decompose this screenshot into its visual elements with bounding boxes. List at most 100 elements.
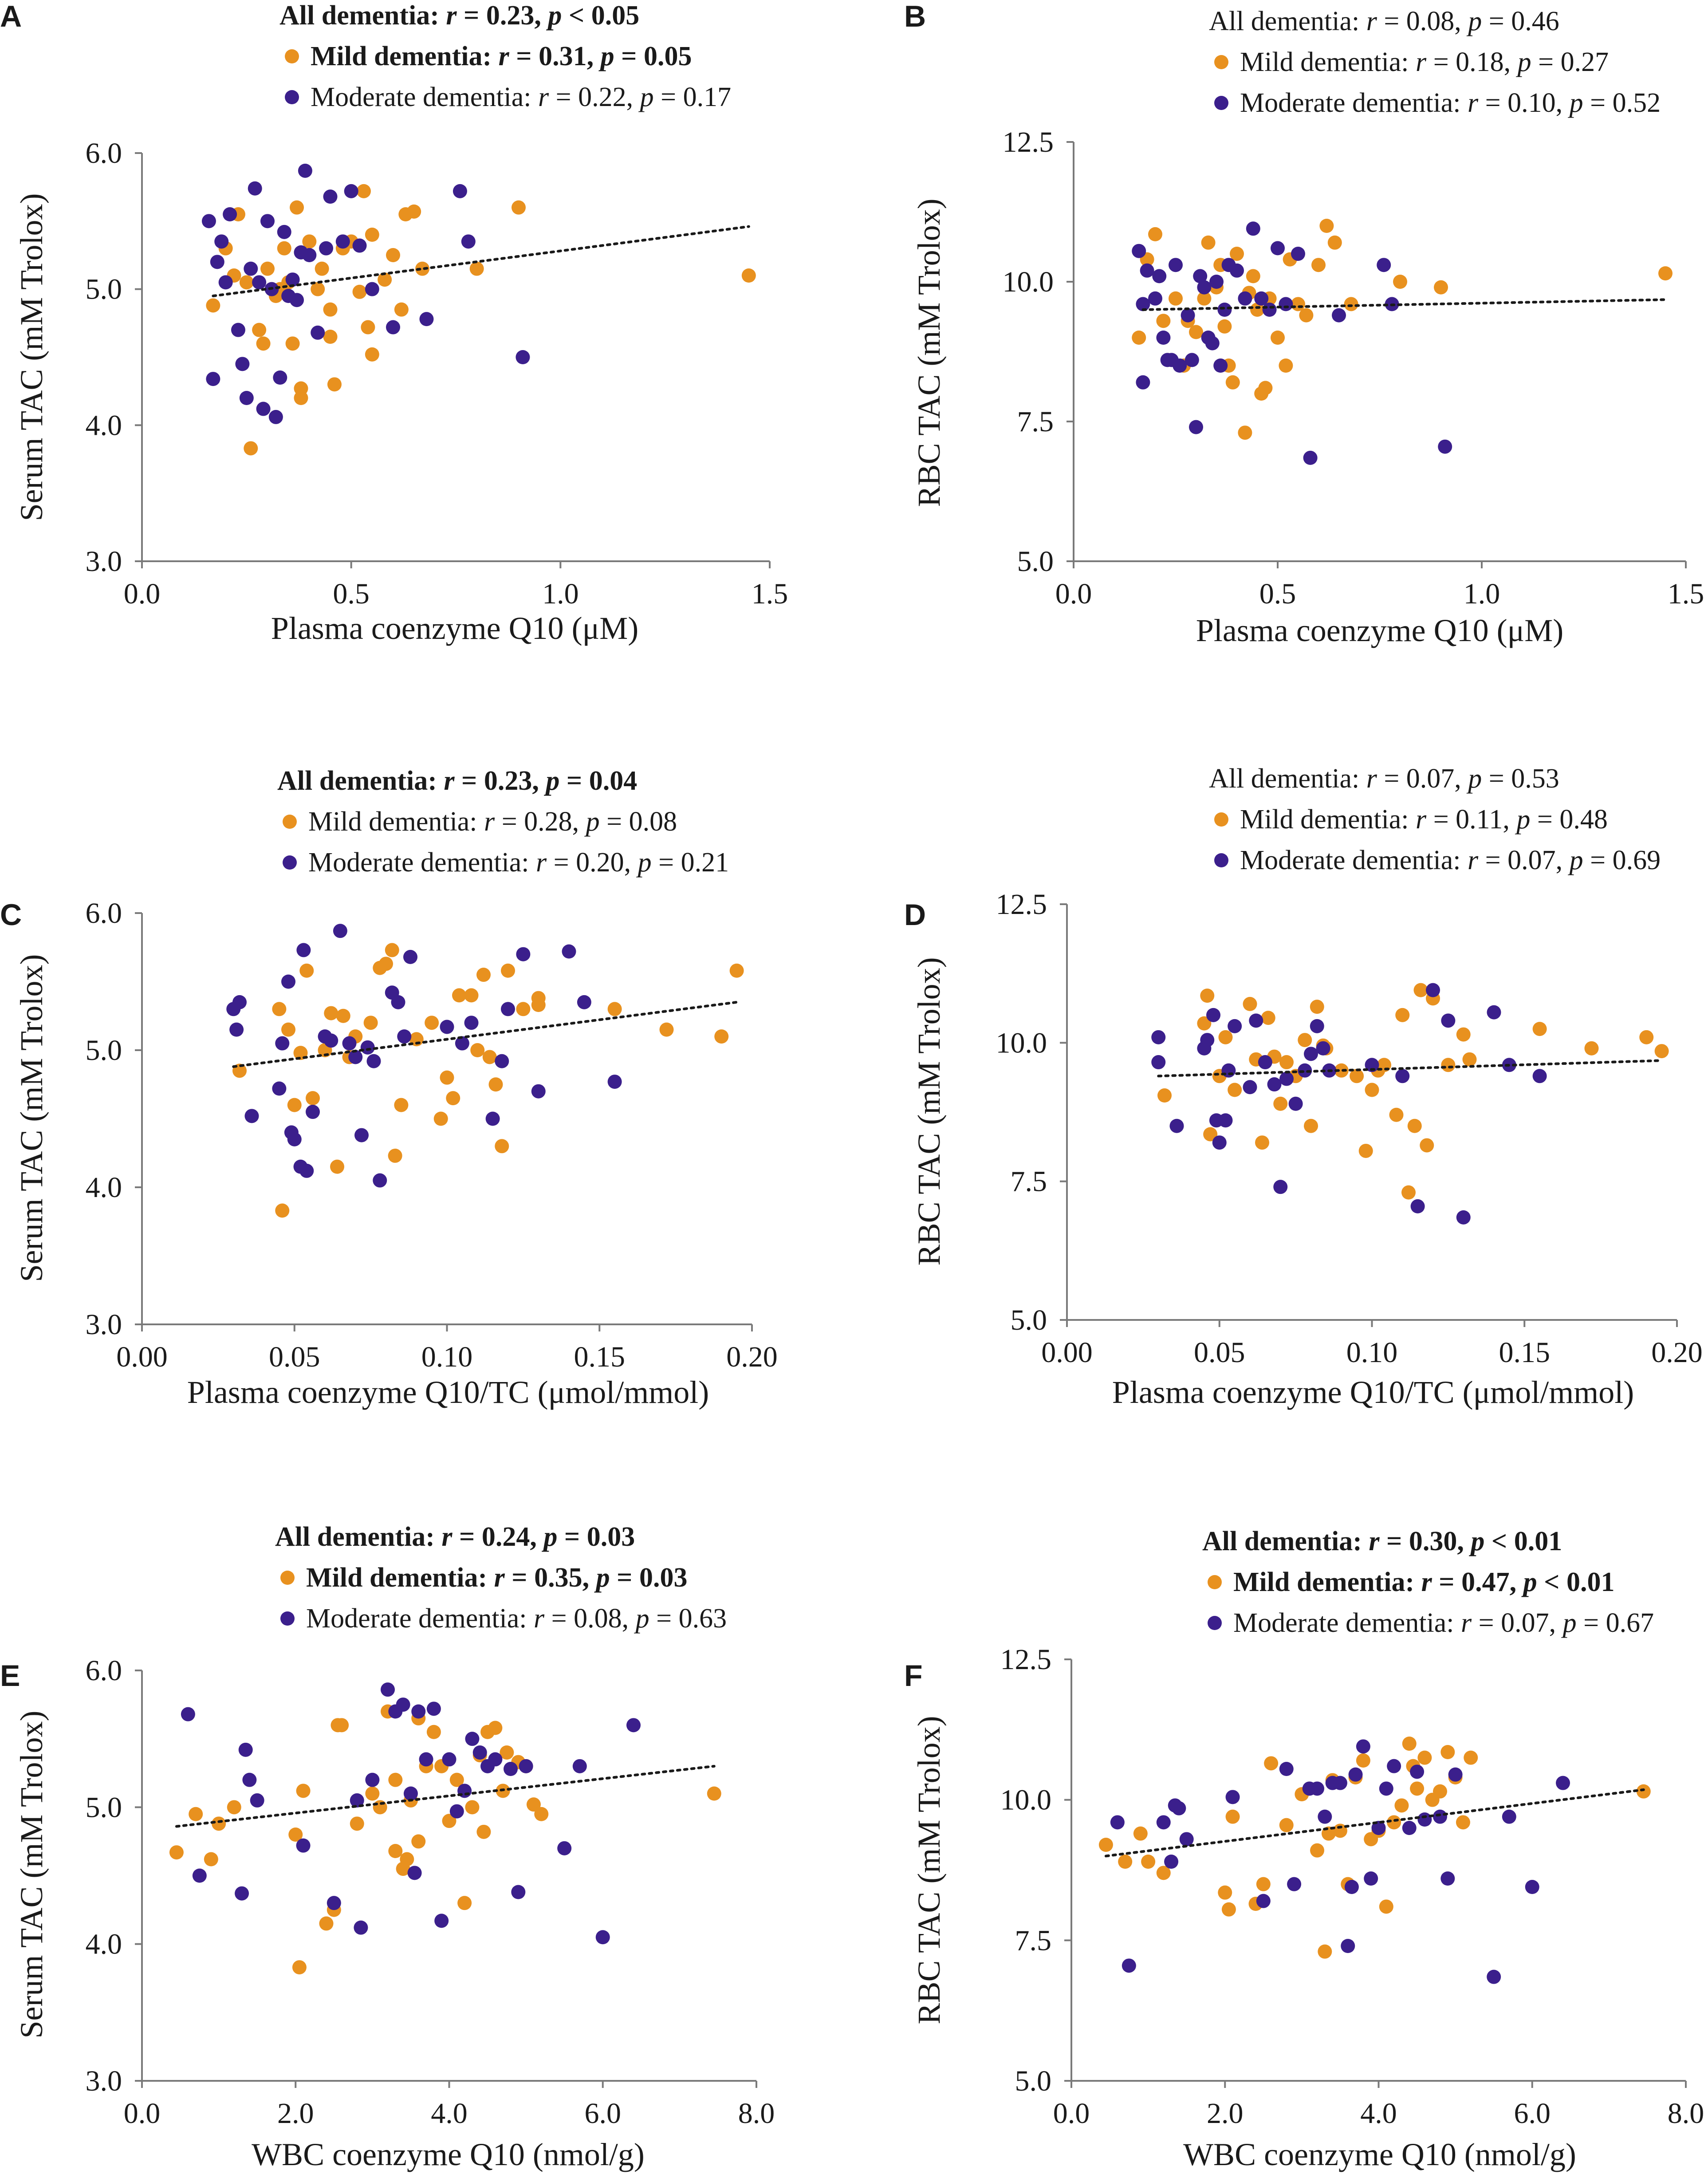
mild-dementia-point <box>388 1772 403 1787</box>
moderate-dementia-point <box>396 1698 410 1712</box>
mild-dementia-point <box>272 1002 287 1016</box>
mild-legend-marker <box>285 49 299 63</box>
mild-dementia-point <box>1389 1107 1404 1122</box>
mild-dementia-point <box>306 1091 320 1106</box>
moderate-dementia-point <box>531 1084 546 1099</box>
stat-p-value: = 0.46 <box>1482 6 1559 36</box>
x-tick-label: 0.00 <box>1041 1336 1093 1369</box>
mild-dementia-point <box>336 1008 350 1023</box>
x-axis-label: WBC coenzyme Q10 (nmol/g) <box>252 2137 645 2172</box>
moderate-dementia-point <box>1417 1812 1432 1827</box>
y-axis-label: RBC TAC (mM Trolox) <box>911 198 947 507</box>
moderate-dementia-point <box>426 1701 441 1716</box>
mild-dementia-point <box>425 1016 439 1030</box>
mild-dementia-point <box>302 234 317 249</box>
mild-dementia-point <box>1218 1030 1233 1044</box>
moderate-dementia-point <box>360 1040 375 1055</box>
moderate-dementia-point <box>511 1885 526 1899</box>
mild-dementia-point <box>287 1098 302 1112</box>
x-tick-label: 0.10 <box>421 1341 473 1373</box>
moderate-dementia-point <box>1279 1762 1294 1776</box>
mild-legend-marker <box>1214 812 1228 827</box>
moderate-dementia-point <box>1298 1063 1312 1078</box>
panel-a: A 0.0 0.5 1.0 1.5 3.0 4.0 5.0 6.0 Plasma coenzyme… <box>0 0 788 646</box>
moderate-dementia-point <box>365 282 379 296</box>
stat-r-value: = 0.20, <box>547 847 638 878</box>
x-tick-label: 0.5 <box>1259 578 1296 610</box>
moderate-dementia-point <box>1179 1832 1194 1847</box>
mild-dementia-point <box>1584 1041 1599 1056</box>
stat-p-value: = 0.03 <box>610 1563 688 1593</box>
moderate-dementia-point <box>1164 1855 1179 1869</box>
stat-r-symbol: r <box>1468 88 1479 118</box>
stat-group-label: Moderate dementia: <box>308 847 536 878</box>
y-axis-label: Serum TAC (mM Trolox) <box>14 1710 49 2038</box>
y-tick-label: 12.5 <box>996 888 1047 921</box>
moderate-dementia-point <box>1344 1880 1359 1894</box>
moderate-dementia-point <box>1197 280 1212 295</box>
y-tick-label: 5.0 <box>1017 545 1054 578</box>
mild-dementia-point <box>1658 266 1673 281</box>
x-axis-label: Plasma coenzyme Q10/TC (μmol/mmol) <box>187 1375 709 1410</box>
moderate-dementia-point <box>373 1173 387 1188</box>
mild-dementia-point <box>1201 235 1216 250</box>
mild-dementia-point <box>488 1721 503 1735</box>
mild-dementia-point <box>388 1148 402 1163</box>
mild-dementia-point <box>1395 1008 1410 1022</box>
mild-dementia-point <box>315 261 329 276</box>
mild-dementia-point <box>1310 1843 1324 1858</box>
mild-dementia-point <box>469 261 484 276</box>
x-tick-label: 1.0 <box>1464 578 1500 610</box>
mild-dementia-point <box>1420 1138 1434 1153</box>
moderate-dementia-point <box>1303 450 1318 465</box>
mild-dementia-point <box>1636 1784 1651 1799</box>
moderate-dementia-point <box>201 214 216 228</box>
moderate-dementia-point <box>516 947 531 961</box>
panel-letter: B <box>904 0 926 33</box>
moderate-dementia-point <box>1410 1764 1425 1779</box>
moderate-dementia-point <box>344 184 358 198</box>
stat-r-value: = 0.47, <box>1432 1567 1523 1597</box>
mild-legend-marker <box>280 1571 295 1585</box>
stat-p-symbol: p <box>636 847 652 878</box>
y-tick-label: 10.0 <box>1000 1784 1052 1816</box>
stat-group-label: Moderate dementia: <box>1233 1608 1461 1638</box>
moderate-dementia-point <box>1213 358 1228 373</box>
stat-r-symbol: r <box>1416 804 1427 835</box>
mild-dementia-point <box>442 1814 457 1828</box>
stat-r-symbol: r <box>484 807 495 837</box>
moderate-dementia-point <box>1304 1047 1318 1061</box>
mild-dementia-stat: Mild dementia: r = 0.28, p = 0.08 <box>308 807 677 837</box>
stat-p-value: < 0.05 <box>562 0 639 31</box>
mild-dementia-point <box>324 1006 338 1020</box>
mild-dementia-point <box>1299 308 1314 323</box>
panel-d: D 0.00 0.05 0.10 0.15 0.20 5.0 7.5 10.0 12.5 Plasm… <box>904 764 1703 1410</box>
panel-f: F 0.0 2.0 4.0 6.0 8.0 5.0 7.5 10.0 12.5 WBC coenzy… <box>904 1526 1704 2172</box>
moderate-dementia-point <box>277 224 291 239</box>
moderate-dementia-point <box>1156 1815 1171 1830</box>
moderate-dementia-point <box>287 1132 302 1146</box>
mild-dementia-point <box>277 241 291 256</box>
all-dementia-stat: All dementia: r = 0.08, p = 0.46 <box>1209 6 1559 36</box>
moderate-dementia-point <box>302 248 317 262</box>
moderate-dementia-point <box>1246 221 1260 236</box>
stat-r-value: = 0.30, <box>1380 1526 1471 1556</box>
moderate-dementia-point <box>348 1050 363 1064</box>
moderate-dementia-point <box>192 1868 207 1883</box>
stat-group-label: Mild dementia: <box>1240 47 1416 77</box>
trend-line <box>175 1764 716 1828</box>
mild-dementia-point <box>1401 1185 1416 1200</box>
moderate-dementia-point <box>455 1036 469 1051</box>
y-tick-label: 3.0 <box>86 1308 122 1341</box>
moderate-dementia-point <box>250 1793 264 1808</box>
mild-dementia-point <box>378 272 392 287</box>
moderate-dementia-point <box>1169 1119 1184 1133</box>
moderate-dementia-point <box>411 1704 426 1719</box>
moderate-dementia-point <box>1262 303 1277 317</box>
moderate-dementia-point <box>365 1772 380 1787</box>
mild-dementia-point <box>1148 227 1162 241</box>
moderate-dementia-point <box>1243 1080 1257 1095</box>
x-tick-label: 0.0 <box>124 2097 161 2130</box>
moderate-dementia-point <box>461 234 476 249</box>
x-tick-label: 0.00 <box>116 1341 168 1373</box>
